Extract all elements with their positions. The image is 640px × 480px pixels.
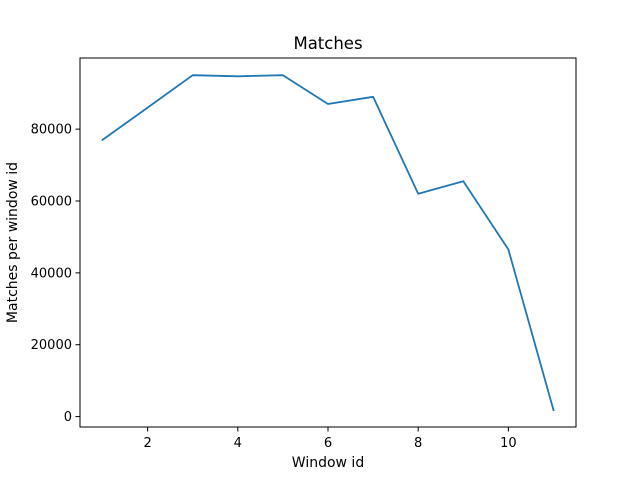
y-tick-label: 20000 [31, 338, 72, 353]
y-axis-label: Matches per window id [5, 162, 21, 323]
y-tick-label: 0 [64, 410, 72, 425]
x-tick-label: 4 [234, 436, 242, 451]
x-axis-ticks: 2 4 6 8 10 [143, 427, 517, 451]
y-tick-label: 60000 [31, 195, 72, 210]
x-axis-label: Window id [292, 455, 364, 471]
y-axis-ticks: 0 20000 40000 60000 80000 [31, 123, 80, 425]
x-tick-label: 6 [324, 436, 332, 451]
x-tick-label: 10 [500, 436, 517, 451]
y-tick-label: 40000 [31, 266, 72, 281]
x-tick-label: 2 [143, 436, 151, 451]
series-line-1 [101, 74, 555, 412]
chart-title: Matches [293, 34, 362, 53]
x-tick-label: 8 [414, 436, 422, 451]
y-tick-label: 80000 [31, 123, 72, 138]
series-layer [101, 74, 555, 412]
